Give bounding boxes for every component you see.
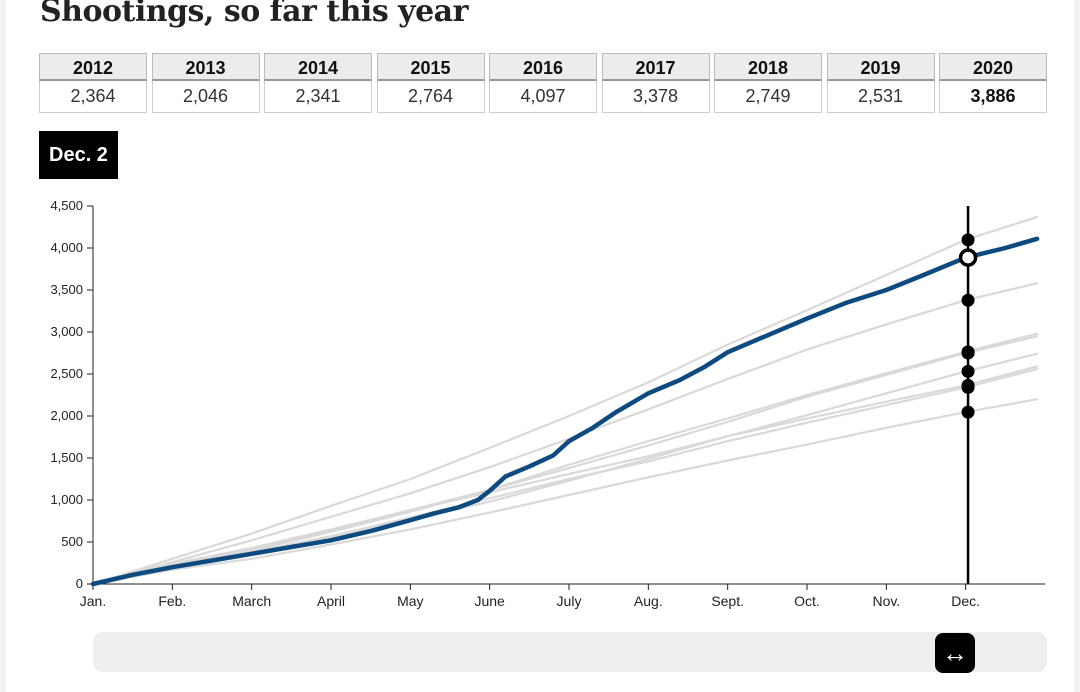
page-title: Shootings, so far this year: [40, 0, 468, 29]
marker-2020: [958, 248, 978, 267]
x-tick-label: Sept.: [711, 593, 744, 609]
year-cell-2017: 2017 3,378: [601, 53, 710, 113]
x-tick-label: Jan.: [80, 593, 106, 609]
year-total: 2,341: [264, 81, 372, 113]
year-cell-2020: 2020 3,886: [939, 53, 1047, 113]
year-header: 2020: [939, 53, 1047, 81]
series-line-2018: [91, 335, 1039, 586]
x-tick-label: April: [317, 593, 345, 609]
year-total: 2,046: [151, 81, 260, 113]
year-header: 2015: [376, 53, 485, 81]
marker-2019: [961, 364, 975, 378]
year-total: 2,531: [826, 81, 935, 113]
frame-left-edge: [0, 0, 6, 692]
y-tick-label: 0: [76, 576, 83, 591]
marker-2013: [961, 405, 975, 419]
series-line-2016: [91, 215, 1039, 586]
series-line-2020: [90, 236, 1040, 587]
marker-2017: [961, 293, 975, 307]
frame-right-edge: [1074, 0, 1080, 692]
y-tick-label: 1,500: [50, 450, 83, 465]
x-tick-label: March: [232, 593, 271, 609]
series-line-2013: [91, 398, 1039, 586]
y-tick-label: 2,000: [50, 408, 83, 423]
y-tick-label: 3,500: [50, 282, 83, 297]
year-header: 2016: [489, 53, 597, 81]
x-tick-label: Oct.: [794, 593, 820, 609]
x-tick-label: July: [557, 593, 582, 609]
year-header: 2018: [714, 53, 822, 81]
x-tick-label: Feb.: [158, 593, 186, 609]
year-cell-2012: 2012 2,364: [39, 53, 147, 113]
year-total: 2,764: [376, 81, 485, 113]
marker-2016: [961, 233, 975, 247]
year-cell-2015: 2015 2,764: [376, 53, 485, 113]
marker-2018: [961, 346, 975, 360]
date-slider-track[interactable]: [93, 632, 1047, 672]
y-tick-label: 4,500: [50, 198, 83, 213]
y-tick-label: 1,000: [50, 492, 83, 507]
year-total: 2,364: [39, 81, 147, 113]
year-cell-2016: 2016 4,097: [489, 53, 597, 113]
year-header: 2012: [39, 53, 147, 81]
y-tick-label: 4,000: [50, 240, 83, 255]
year-cell-2019: 2019 2,531: [826, 53, 935, 113]
year-cell-2013: 2013 2,046: [151, 53, 260, 113]
year-header: 2017: [601, 53, 710, 81]
year-header: 2013: [151, 53, 260, 81]
year-total: 3,378: [601, 81, 710, 113]
series-line-2015: [91, 332, 1039, 586]
x-tick-label: Aug.: [634, 593, 663, 609]
year-header: 2014: [264, 53, 372, 81]
shootings-line-chart[interactable]: 0 500 1,000 1,500 2,000 2,500 3,000 3,500 4,000 4…: [0, 190, 1080, 620]
y-tick-label: 3,000: [50, 324, 83, 339]
left-right-arrow-icon: ↔: [942, 638, 968, 668]
year-cell-2014: 2014 2,341: [264, 53, 372, 113]
slider-handle[interactable]: ↔: [935, 633, 975, 673]
year-header: 2019: [826, 53, 935, 81]
y-tick-label: 500: [61, 534, 83, 549]
marker-2014: [961, 380, 975, 394]
year-total: 2,749: [714, 81, 822, 113]
x-tick-label: June: [474, 593, 505, 609]
year-cell-2018: 2018 2,749: [714, 53, 822, 113]
x-tick-label: Dec.: [951, 593, 980, 609]
year-total: 3,886: [939, 81, 1047, 113]
year-total: 4,097: [489, 81, 597, 113]
current-date-label: Dec. 2: [39, 131, 118, 179]
x-tick-label: Nov.: [872, 593, 900, 609]
y-tick-label: 2,500: [50, 366, 83, 381]
x-tick-label: May: [397, 593, 423, 609]
year-totals-table: 2012 2,364 2013 2,046 2014 2,341 2015 2,764 2016…: [39, 53, 1047, 115]
